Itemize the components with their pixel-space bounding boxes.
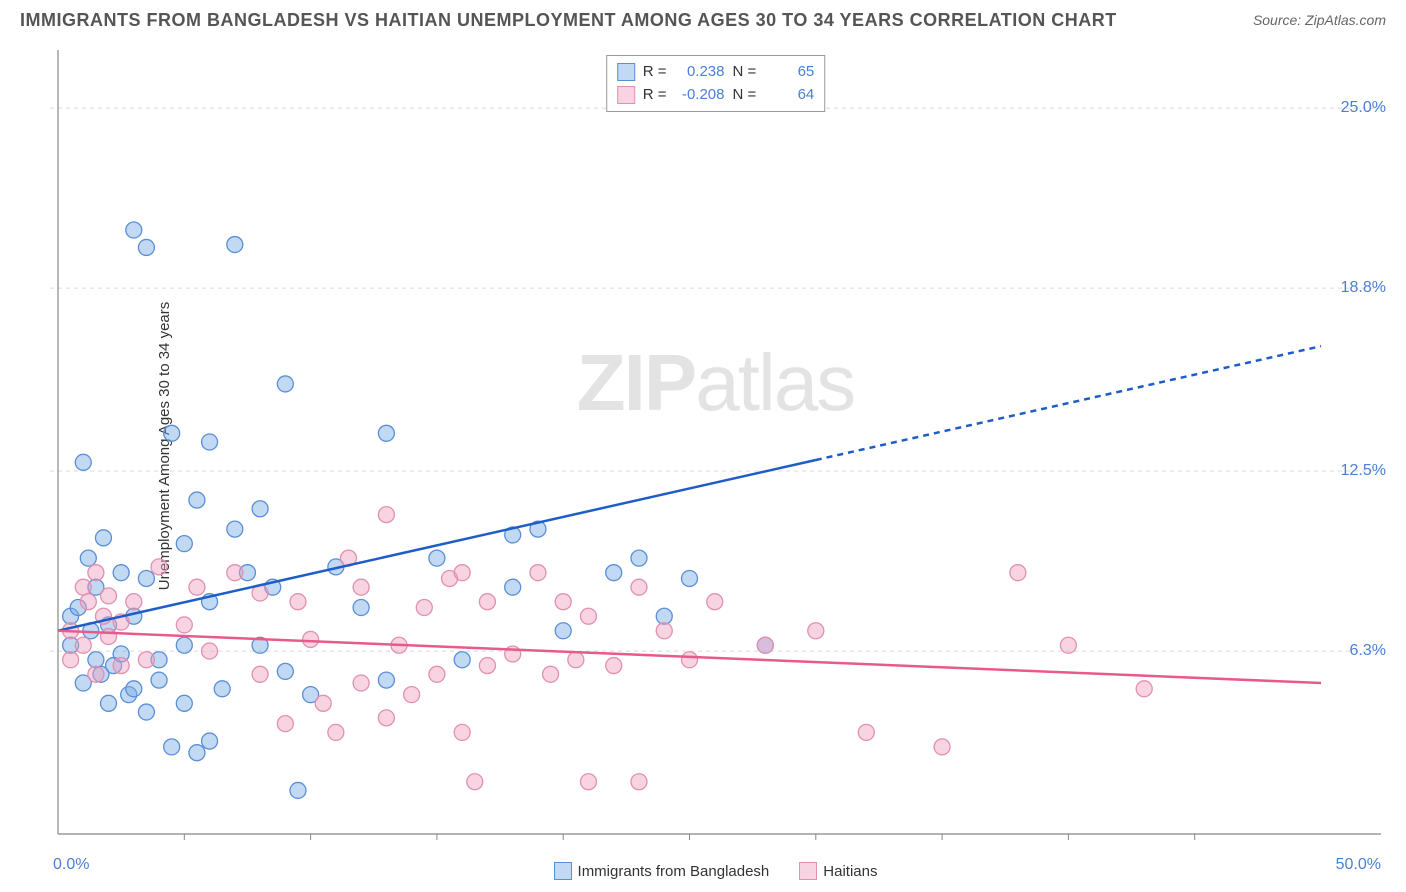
- swatch-series2: [617, 86, 635, 104]
- series-legend: Immigrants from Bangladesh Haitians: [554, 862, 878, 880]
- y-tick-label: 18.8%: [1341, 279, 1386, 297]
- scatter-plot: [50, 50, 1381, 842]
- x-tick-label: 0.0%: [53, 856, 89, 874]
- chart-area: Unemployment Among Ages 30 to 34 years Z…: [50, 50, 1381, 842]
- legend-item-series2: Haitians: [799, 862, 877, 880]
- x-tick-label: 50.0%: [1336, 856, 1381, 874]
- y-tick-label: 6.3%: [1350, 642, 1386, 660]
- chart-title: IMMIGRANTS FROM BANGLADESH VS HAITIAN UN…: [20, 10, 1117, 31]
- y-tick-label: 12.5%: [1341, 462, 1386, 480]
- source-attribution: Source: ZipAtlas.com: [1253, 12, 1386, 28]
- swatch-series1: [617, 63, 635, 81]
- correlation-legend: R = 0.238 N = 65 R = -0.208 N = 64: [606, 55, 826, 112]
- legend-item-series1: Immigrants from Bangladesh: [554, 862, 770, 880]
- swatch-series2-bottom: [799, 862, 817, 880]
- corr-row-series2: R = -0.208 N = 64: [617, 84, 815, 107]
- swatch-series1-bottom: [554, 862, 572, 880]
- y-tick-label: 25.0%: [1341, 99, 1386, 117]
- corr-row-series1: R = 0.238 N = 65: [617, 61, 815, 84]
